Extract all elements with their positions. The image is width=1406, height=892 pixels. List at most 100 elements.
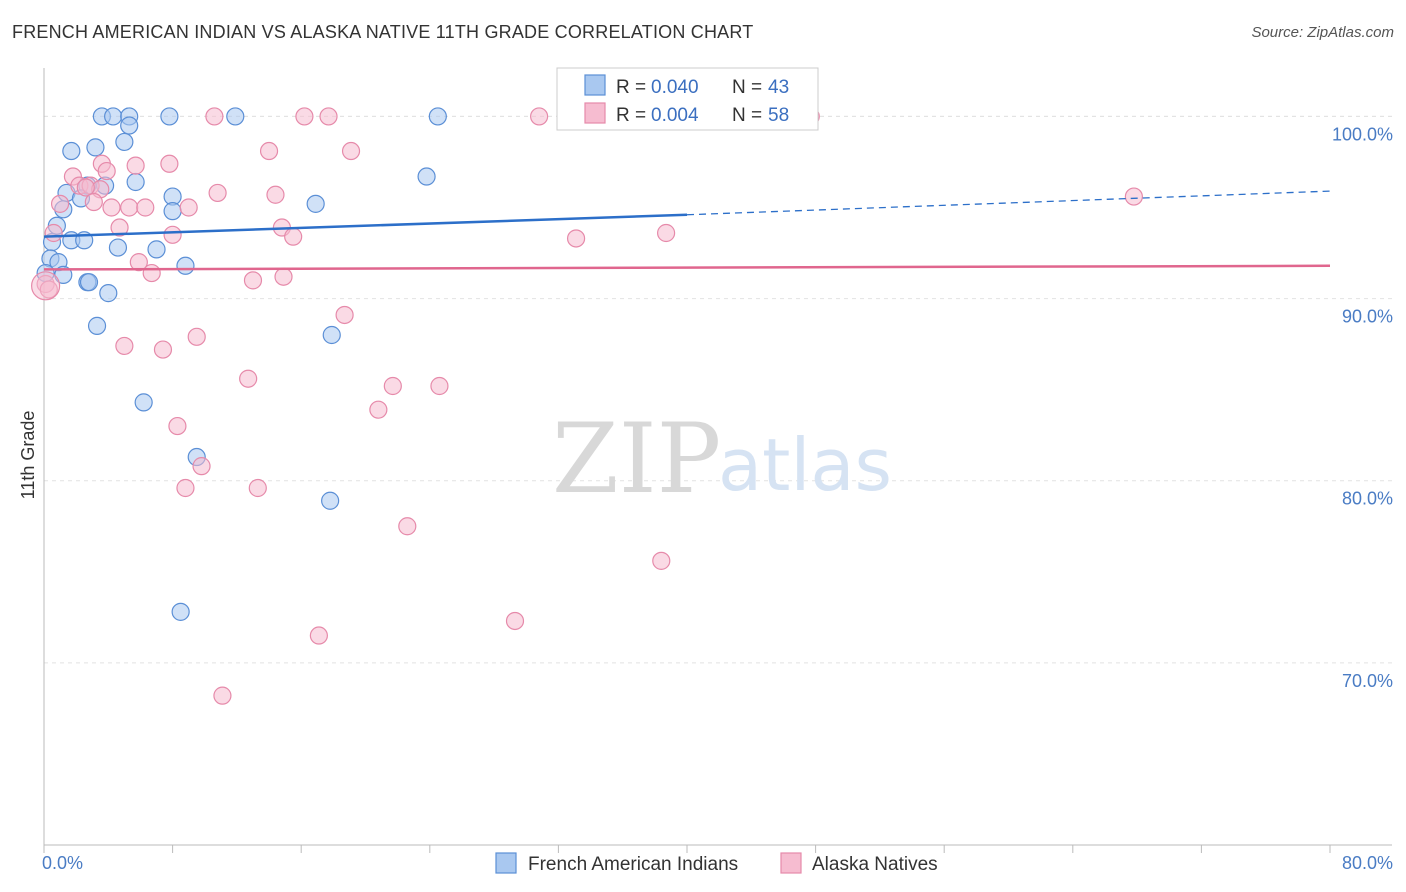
point-pink-12 xyxy=(160,154,179,173)
point-pink-11 xyxy=(126,156,145,175)
gridlines xyxy=(44,115,1392,664)
point-blue-3 xyxy=(160,107,179,126)
point-blue-40 xyxy=(171,602,190,621)
point-pink-13 xyxy=(97,161,116,181)
point-pink-35 xyxy=(129,253,148,272)
point-pink-32 xyxy=(566,229,586,248)
point-blue-26 xyxy=(147,240,166,259)
point-pink-8 xyxy=(259,141,279,161)
y-tick-label-3: 100.0% xyxy=(1332,124,1393,144)
point-pink-46 xyxy=(383,376,402,396)
point-pink-53 xyxy=(398,517,417,536)
series-legend-swatch-blue xyxy=(495,852,517,874)
point-pink-50 xyxy=(192,457,211,476)
point-pink-34 xyxy=(44,223,63,243)
series-legend-label-blue: French American Indians xyxy=(528,854,738,875)
stats-legend-n-label-pink: N = xyxy=(732,105,762,126)
point-pink-18 xyxy=(76,178,95,197)
point-blue-37 xyxy=(134,393,153,412)
series-legend-label-pink: Alaska Natives xyxy=(812,854,938,875)
point-blue-10 xyxy=(62,141,81,161)
watermark-atlas: atlas xyxy=(718,423,892,507)
point-pink-19 xyxy=(208,183,227,203)
stats-legend-r-label-pink: R = xyxy=(616,105,646,126)
y-axis-label: 11th Grade xyxy=(18,411,38,500)
point-pink-22 xyxy=(84,192,103,212)
point-pink-21 xyxy=(1124,187,1143,206)
point-pink-24 xyxy=(120,198,139,217)
point-pink-57 xyxy=(213,686,232,705)
y-tick-labels: 70.0% 80.0% 90.0% 100.0% xyxy=(1332,124,1393,690)
point-pink-33 xyxy=(657,223,676,243)
point-pink-45 xyxy=(239,369,258,388)
stats-legend-r-blue: 0.040 xyxy=(651,77,699,98)
point-pink-large xyxy=(31,271,61,301)
point-blue-5 xyxy=(428,107,447,126)
point-pink-43 xyxy=(115,336,134,356)
point-pink-25 xyxy=(136,198,155,217)
point-blue-29 xyxy=(176,256,195,275)
trend-line-pink xyxy=(43,264,1331,271)
point-pink-26 xyxy=(179,198,198,217)
point-blue-1 xyxy=(104,107,123,126)
point-pink-30 xyxy=(163,225,182,244)
point-pink-52 xyxy=(248,478,267,498)
point-pink-47 xyxy=(430,376,449,396)
stats-legend-swatch-pink xyxy=(584,102,606,124)
point-pink-44 xyxy=(153,340,173,359)
point-blue-33 xyxy=(79,273,99,292)
stats-legend-r-pink: 0.004 xyxy=(651,105,699,126)
stats-legend-n-label-blue: N = xyxy=(732,77,762,98)
point-pink-28 xyxy=(110,218,129,237)
point-pink-41 xyxy=(335,305,354,325)
source-credit: Source: ZipAtlas.com xyxy=(1251,24,1394,41)
series-legend: French American Indians Alaska Natives xyxy=(495,852,938,875)
point-blue-34 xyxy=(99,284,118,303)
point-pink-23 xyxy=(102,198,121,217)
point-pink-42 xyxy=(187,327,206,346)
y-tick-label-1: 80.0% xyxy=(1342,489,1393,509)
point-pink-49 xyxy=(168,416,187,436)
point-blue-9 xyxy=(115,132,134,152)
point-pink-1 xyxy=(295,107,314,126)
axes xyxy=(43,68,1392,853)
point-pink-31 xyxy=(284,227,303,246)
x-tick-label-0: 0.0% xyxy=(42,853,83,873)
point-blue-4 xyxy=(226,107,245,126)
point-pink-48 xyxy=(369,400,388,419)
stats-legend: R = 0.040 N = 43 R = 0.004 N = 58 xyxy=(556,67,819,131)
point-pink-54 xyxy=(652,551,671,570)
point-pink-51 xyxy=(176,478,195,498)
x-tick-label-1: 80.0% xyxy=(1342,853,1393,873)
point-pink-36 xyxy=(142,263,161,283)
point-pink-56 xyxy=(309,626,328,645)
point-pink-3 xyxy=(530,107,549,126)
point-blue-8 xyxy=(86,138,105,157)
point-pink-20 xyxy=(266,185,285,204)
trend-line-blue xyxy=(43,213,688,238)
stats-legend-n-pink: 58 xyxy=(768,105,789,126)
stats-legend-r-label-blue: R = xyxy=(616,77,646,98)
stats-legend-n-blue: 43 xyxy=(768,77,789,98)
point-blue-14 xyxy=(126,172,145,192)
point-blue-20 xyxy=(163,202,182,221)
point-pink-2 xyxy=(319,107,338,126)
point-blue-39 xyxy=(321,491,340,510)
stats-legend-swatch-blue xyxy=(584,74,606,96)
chart-title: FRENCH AMERICAN INDIAN VS ALASKA NATIVE … xyxy=(12,22,754,42)
point-blue-7 xyxy=(120,116,139,135)
point-blue-11 xyxy=(417,167,436,186)
y-tick-label-2: 90.0% xyxy=(1342,307,1393,327)
trend-lines xyxy=(43,190,1331,271)
point-blue-36 xyxy=(322,325,341,345)
point-pink-27 xyxy=(50,194,70,213)
point-pink-37 xyxy=(243,271,263,290)
point-pink-9 xyxy=(341,141,361,161)
y-tick-label-0: 70.0% xyxy=(1342,671,1393,691)
point-blue-35 xyxy=(87,316,107,335)
point-blue-25 xyxy=(108,238,128,257)
watermark-zip: ZIP xyxy=(552,403,721,515)
series-legend-swatch-pink xyxy=(780,852,802,874)
point-pink-0 xyxy=(205,107,224,126)
